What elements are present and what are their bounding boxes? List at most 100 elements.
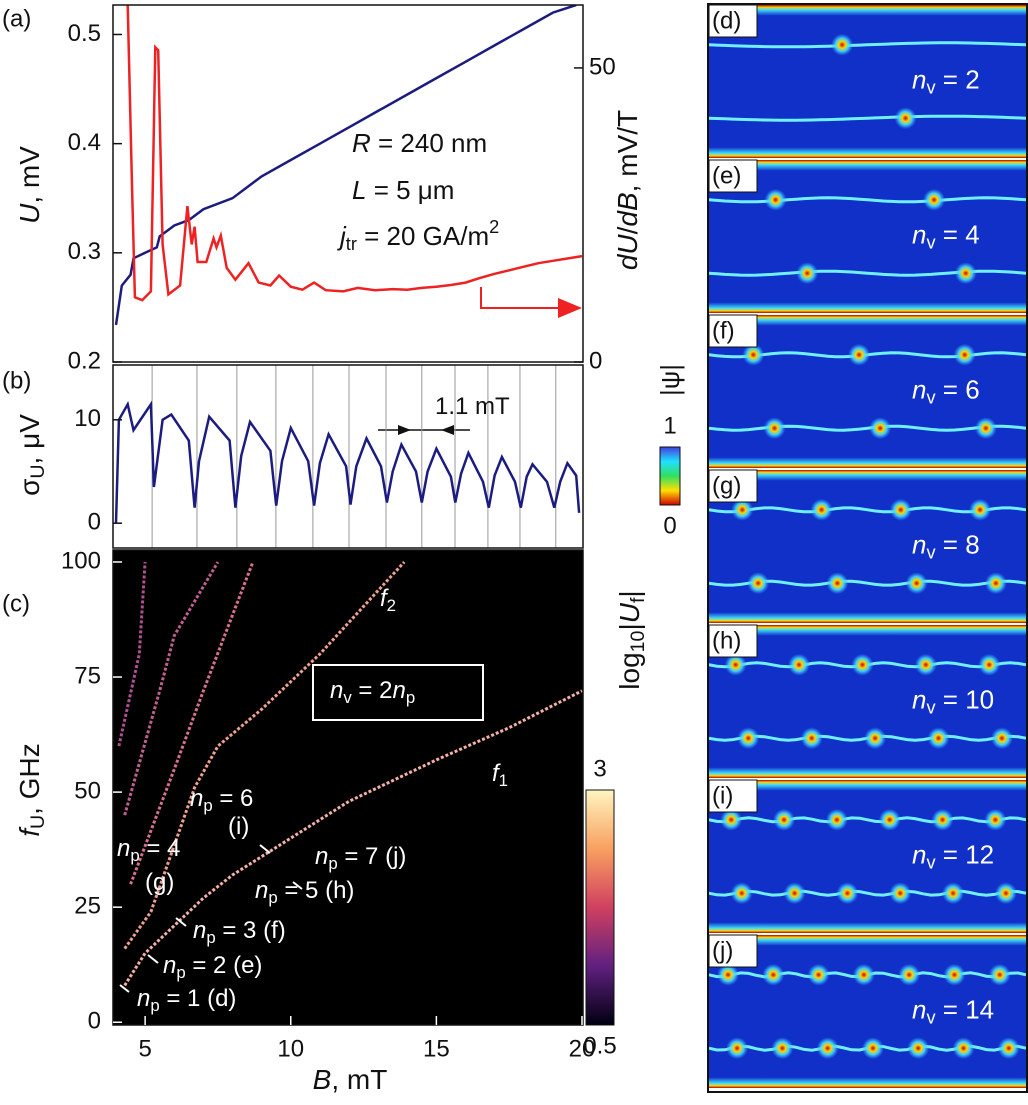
vortex-image: [709, 625, 1026, 778]
panel-label: (d): [712, 7, 741, 34]
text-part: v: [926, 77, 936, 97]
vortex-line: [708, 816, 1027, 824]
text-part: p: [328, 854, 337, 873]
annotation: np = 4: [117, 835, 180, 865]
annotation: 1.1 mT: [435, 393, 510, 420]
text-part: n: [912, 219, 926, 249]
text-part: v: [343, 688, 352, 707]
vortex-core: [943, 963, 966, 986]
y2-axis-label: dU/dB, mV/T: [612, 110, 643, 270]
colorbar-tick-label: 3: [593, 755, 606, 782]
vortex-line: [708, 114, 1027, 122]
vortex-core: [747, 572, 770, 595]
annotation-arrows: [378, 287, 582, 435]
vortex-core: [771, 1037, 794, 1060]
vortex-count: nv = 14: [912, 994, 994, 1027]
leader-line: [259, 844, 271, 854]
text-part: n: [912, 529, 926, 559]
text-part: , GHz: [14, 743, 45, 815]
panel-label: (i): [712, 782, 733, 809]
annotation: np = 3 (f): [193, 917, 286, 947]
annotation: L = 5 μm: [352, 175, 454, 205]
text-part: n: [912, 994, 926, 1024]
y-tick-label: 0.2: [68, 347, 101, 374]
leader-line: [292, 881, 303, 890]
data-line: [126, 5, 583, 302]
y-tick-label: 0.5: [68, 20, 101, 47]
vortex-core: [851, 653, 874, 676]
annotation: R = 240 nm: [352, 128, 487, 158]
vortex-core: [988, 963, 1011, 986]
vortex-core: [773, 808, 796, 831]
vortex-core: [997, 1037, 1020, 1060]
arrow-head: [441, 425, 454, 435]
leader-line: [119, 984, 130, 993]
vortex-core: [848, 343, 871, 366]
vortex-core: [861, 1037, 884, 1060]
x-tick-label: 10: [277, 1035, 304, 1062]
vortex-core: [954, 262, 977, 285]
text-part: 2: [489, 217, 499, 237]
text-part: p: [268, 888, 277, 907]
vortex-core: [952, 1037, 975, 1060]
text-part: =: [936, 374, 966, 404]
text-part: (g): [145, 869, 174, 896]
x-tick-label: 20: [569, 1035, 596, 1062]
y-tick-label: 50: [74, 777, 101, 804]
vortex-image: [709, 315, 1026, 468]
vortex-core: [730, 882, 753, 905]
text-part: 4: [965, 219, 979, 249]
vortex-core: [826, 572, 849, 595]
text-part: U: [27, 464, 49, 478]
text-part: p: [130, 846, 139, 865]
panel-label: (g): [712, 472, 741, 499]
text-part: /: [612, 226, 643, 234]
vortex-core: [864, 727, 887, 750]
text-part: n: [912, 839, 926, 869]
vortex-line: [708, 196, 1027, 204]
vortex-image: [709, 160, 1026, 313]
text-part: 10: [627, 630, 649, 652]
text-part: n: [392, 677, 405, 704]
annotation: np = 1 (d): [137, 985, 236, 1015]
data-line: [117, 561, 147, 747]
panel-label-box: [708, 934, 758, 968]
panel-label: (a): [2, 5, 31, 32]
text-part: = 2 (e): [186, 952, 263, 979]
vortex-frame: [707, 3, 1028, 1093]
text-part: U: [27, 815, 49, 829]
text-part: n: [193, 917, 206, 944]
vortex-core: [763, 417, 786, 440]
x-tick-label: 15: [423, 1035, 450, 1062]
vortex-core: [905, 572, 928, 595]
text-part: (i): [228, 813, 249, 840]
y-axis-label: U, mV: [14, 146, 45, 224]
text-part: v: [926, 852, 936, 872]
text-part: U: [14, 203, 45, 224]
panel-label: (f): [712, 317, 735, 344]
text-part: = 3 (f): [216, 917, 286, 944]
text-part: =: [936, 839, 966, 869]
text-part: = 1 (d): [160, 985, 237, 1012]
vortex-core: [816, 1037, 839, 1060]
vortex-core: [878, 808, 901, 831]
vortex-count: nv = 10: [912, 684, 994, 717]
vortex-image: [709, 935, 1026, 1088]
vortex-core: [788, 653, 811, 676]
x-tick-label: 5: [138, 1035, 151, 1062]
annotation: (g): [145, 869, 174, 896]
text-part: n: [137, 985, 150, 1012]
text-part: 2: [387, 596, 396, 615]
annotation: jtr = 20 GA/m2: [337, 217, 499, 254]
text-part: dB: [612, 192, 643, 226]
y2-tick-label: 0: [589, 347, 602, 374]
text-part: = 2: [352, 677, 393, 704]
text-part: = 240 nm: [371, 128, 487, 158]
vortex-core: [984, 808, 1007, 831]
text-part: =: [936, 994, 966, 1024]
vortex-line: [708, 41, 1027, 49]
vortex-count: nv = 12: [912, 839, 994, 872]
colorbar-tick-label: 0: [663, 512, 676, 539]
text-part: f: [627, 597, 649, 603]
